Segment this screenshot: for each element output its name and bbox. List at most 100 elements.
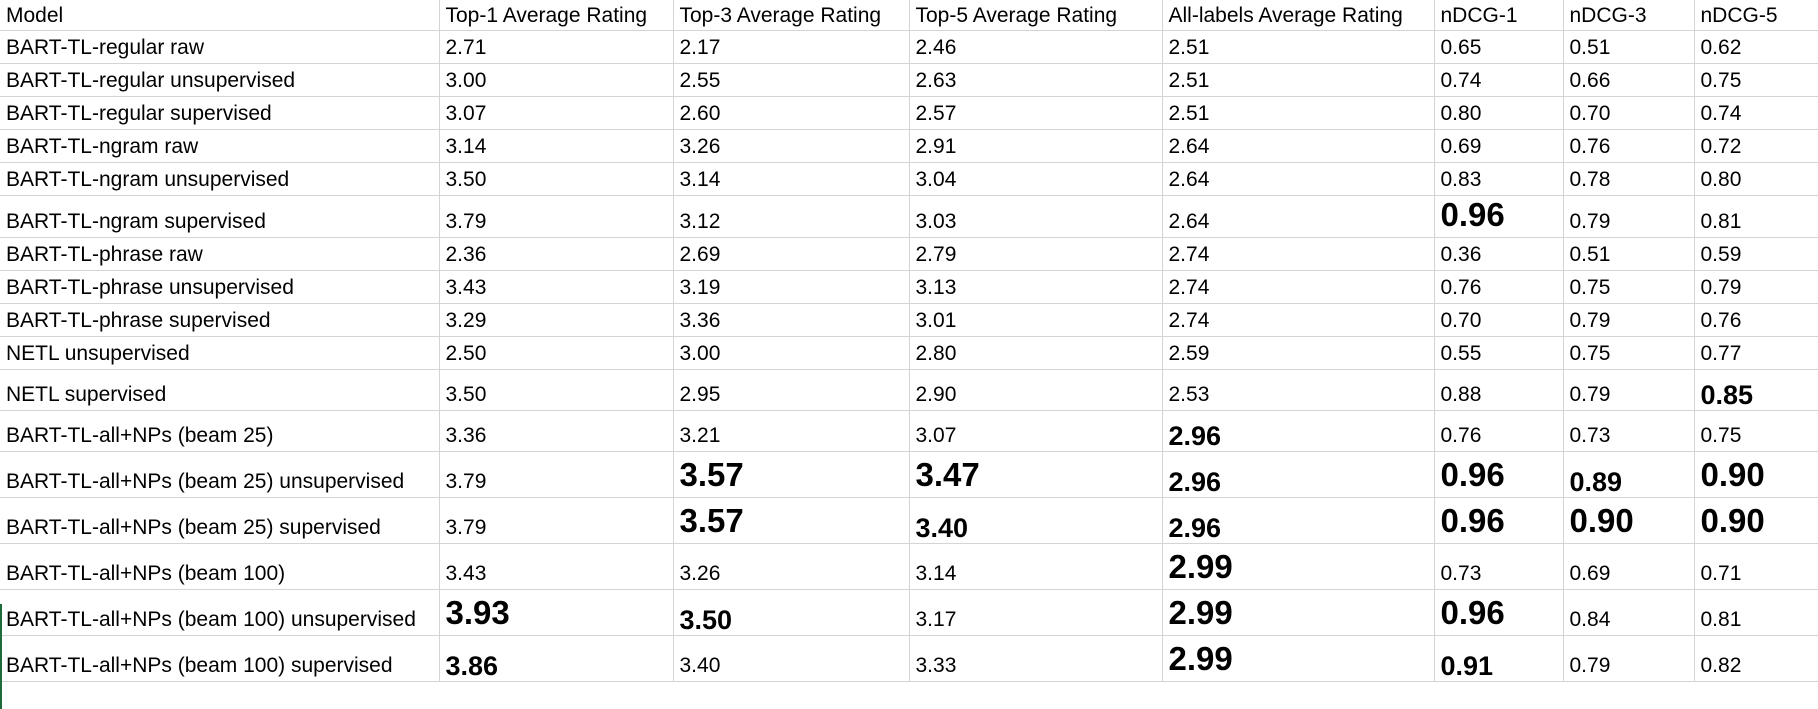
cell-top3: 3.57 [672,497,910,544]
cell-all-labels: 2.74 [1161,270,1435,304]
cell-all-labels: 2.64 [1161,162,1435,196]
cell-ndcg3: 0.84 [1562,589,1695,636]
header-ndcg3: nDCG-3 [1562,0,1695,31]
cell-top1: 3.00 [438,63,674,97]
header-ndcg1: nDCG-1 [1433,0,1564,31]
cell-top1: 3.50 [438,162,674,196]
cell-ndcg5: 0.90 [1693,497,1818,544]
cell-all-labels: 2.74 [1161,303,1435,337]
cell-ndcg3: 0.79 [1562,195,1695,238]
cell-all-labels: 2.99 [1161,589,1435,636]
cell-ndcg5: 0.59 [1693,237,1818,271]
cell-top3: 2.95 [672,369,910,411]
cell-all-labels: 2.59 [1161,336,1435,370]
cell-model: BART-TL-all+NPs (beam 100) [0,543,440,590]
cell-ndcg5: 0.79 [1693,270,1818,304]
cell-top1: 3.14 [438,129,674,163]
header-all-labels: All-labels Average Rating [1161,0,1435,31]
cell-ndcg1: 0.91 [1433,635,1564,682]
cell-ndcg1: 0.74 [1433,63,1564,97]
cell-ndcg5: 0.62 [1693,30,1818,64]
cell-top3: 2.55 [672,63,910,97]
cell-ndcg5: 0.75 [1693,410,1818,452]
cell-model: BART-TL-ngram raw [0,129,440,163]
cell-all-labels: 2.51 [1161,30,1435,64]
cell-ndcg5: 0.81 [1693,589,1818,636]
cell-top5: 3.47 [908,451,1163,498]
cell-ndcg5: 0.85 [1693,369,1818,411]
cell-ndcg3: 0.69 [1562,543,1695,590]
header-ndcg5: nDCG-5 [1693,0,1818,31]
cell-model: BART-TL-all+NPs (beam 25) unsupervised [0,451,440,498]
cell-ndcg5: 0.71 [1693,543,1818,590]
cell-top3: 2.69 [672,237,910,271]
cell-top1: 3.79 [438,195,674,238]
table-row: BART-TL-all+NPs (beam 25) supervised 3.79… [0,497,1818,544]
cell-top1: 3.29 [438,303,674,337]
cell-all-labels: 2.99 [1161,543,1435,590]
cell-ndcg1: 0.76 [1433,410,1564,452]
cell-ndcg1: 0.96 [1433,497,1564,544]
cell-top1: 3.36 [438,410,674,452]
cell-top5: 2.57 [908,96,1163,130]
cell-model: BART-TL-all+NPs (beam 100) supervised [0,635,440,682]
cell-top5: 2.90 [908,369,1163,411]
cell-ndcg1: 0.96 [1433,451,1564,498]
cell-top3: 2.17 [672,30,910,64]
cell-top5: 3.03 [908,195,1163,238]
cell-top3: 3.19 [672,270,910,304]
cell-top5: 2.79 [908,237,1163,271]
table-row: BART-TL-all+NPs (beam 25) unsupervised 3.… [0,451,1818,498]
cell-top1: 3.07 [438,96,674,130]
cell-top3: 3.57 [672,451,910,498]
cell-top1: 3.93 [438,589,674,636]
cell-top5: 3.14 [908,543,1163,590]
cell-ndcg5: 0.75 [1693,63,1818,97]
cell-top3: 3.36 [672,303,910,337]
cell-ndcg3: 0.51 [1562,237,1695,271]
cell-top3: 3.50 [672,589,910,636]
cell-model: NETL supervised [0,369,440,411]
cell-ndcg1: 0.73 [1433,543,1564,590]
cell-all-labels: 2.74 [1161,237,1435,271]
table-row: BART-TL-ngram unsupervised 3.50 3.14 3.04 2.… [0,162,1818,196]
cell-all-labels: 2.99 [1161,635,1435,682]
cell-all-labels: 2.96 [1161,451,1435,498]
cell-ndcg3: 0.75 [1562,270,1695,304]
cell-top5: 3.33 [908,635,1163,682]
cell-ndcg3: 0.75 [1562,336,1695,370]
cell-ndcg1: 0.96 [1433,195,1564,238]
cell-model: BART-TL-phrase raw [0,237,440,271]
header-top5: Top-5 Average Rating [908,0,1163,31]
cell-all-labels: 2.64 [1161,195,1435,238]
cell-model: NETL unsupervised [0,336,440,370]
header-top3: Top-3 Average Rating [672,0,910,31]
cell-top1: 3.50 [438,369,674,411]
cell-top1: 3.79 [438,497,674,544]
cell-top1: 2.50 [438,336,674,370]
cell-ndcg3: 0.89 [1562,451,1695,498]
cell-top5: 3.04 [908,162,1163,196]
table-row: BART-TL-all+NPs (beam 100) supervised 3.8… [0,635,1818,682]
cell-ndcg1: 0.83 [1433,162,1564,196]
cell-ndcg3: 0.90 [1562,497,1695,544]
table-row: BART-TL-all+NPs (beam 25) 3.36 3.21 3.07 2.9… [0,410,1818,452]
cell-ndcg5: 0.76 [1693,303,1818,337]
header-top1: Top-1 Average Rating [438,0,674,31]
table-row: BART-TL-phrase supervised 3.29 3.36 3.01 2.7… [0,303,1818,337]
cell-top1: 3.79 [438,451,674,498]
table-row: BART-TL-phrase raw 2.36 2.69 2.79 2.74 0.36 0.… [0,237,1818,271]
cell-model: BART-TL-regular supervised [0,96,440,130]
cell-model: BART-TL-ngram unsupervised [0,162,440,196]
cell-ndcg1: 0.36 [1433,237,1564,271]
table-row: BART-TL-phrase unsupervised 3.43 3.19 3.13 2… [0,270,1818,304]
cell-top3: 3.14 [672,162,910,196]
cell-ndcg3: 0.70 [1562,96,1695,130]
cell-ndcg3: 0.78 [1562,162,1695,196]
cell-all-labels: 2.96 [1161,410,1435,452]
cell-ndcg3: 0.76 [1562,129,1695,163]
header-row: Model Top-1 Average Rating Top-3 Average… [0,0,1818,31]
cell-ndcg1: 0.65 [1433,30,1564,64]
cell-top3: 3.12 [672,195,910,238]
cell-model: BART-TL-regular raw [0,30,440,64]
